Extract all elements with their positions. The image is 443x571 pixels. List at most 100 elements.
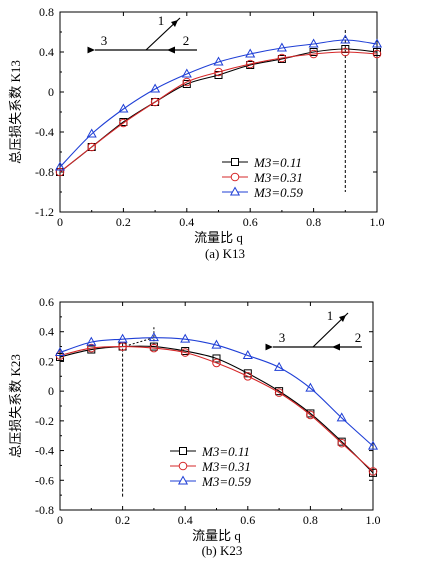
data-point-triangle [117, 333, 128, 343]
x-axis-label: 流量比 q [194, 230, 243, 245]
y-tick-label: 0.4 [39, 45, 54, 59]
data-point-triangle [150, 83, 161, 93]
data-point-circle [372, 49, 382, 59]
data-point-triangle [54, 346, 66, 357]
x-tick-label: 0.6 [240, 513, 255, 527]
data-point-circle [245, 59, 255, 69]
x-tick-label: 0.8 [303, 513, 318, 527]
data-point-triangle [305, 382, 316, 392]
y-tick-label: -0.8 [35, 165, 54, 179]
y-tick-label: 0.8 [39, 5, 54, 19]
y-tick-label: -1.2 [35, 205, 54, 219]
data-point-triangle [276, 42, 287, 52]
x-tick-label: 0 [57, 513, 63, 527]
data-point-circle [309, 49, 318, 59]
y-tick-label: 0.2 [39, 354, 54, 368]
data-point-triangle [86, 336, 97, 346]
y-axis-label: 总压损失系数 K13 [8, 60, 23, 164]
x-tick-label: 0.2 [116, 215, 131, 229]
data-point-triangle [367, 440, 379, 450]
legend-label: M3=0.59 [201, 474, 251, 489]
y-tick-label: -0.4 [35, 125, 54, 139]
data-point-circle [243, 371, 253, 381]
flow-arrow-2 [167, 46, 175, 54]
chart-caption: (a) K13 [205, 246, 245, 261]
data-point-triangle [308, 38, 319, 48]
series-line [59, 337, 374, 447]
data-point-triangle [181, 68, 192, 78]
reference-connector [128, 337, 155, 346]
inset-label-3: 3 [101, 33, 108, 48]
data-point-triangle [148, 332, 159, 342]
inset-label-1: 1 [327, 308, 334, 323]
chart-a: 0 0.2 0.4 0.6 0.8 1.0 -1.2 -0.8 -0.4 0 0.4 0.8 流量比 q… [8, 5, 385, 261]
legend-label: M3=0.59 [253, 185, 303, 200]
x-tick-label: 0.4 [179, 215, 194, 229]
x-tick-label: 1.0 [366, 513, 381, 527]
flow-arrow-1 [339, 315, 346, 322]
y-axis-label: 总压损失系数 K23 [8, 354, 23, 458]
data-point-circle [368, 467, 378, 476]
y-tick-label: -0.2 [35, 414, 54, 428]
data-point-triangle [336, 412, 347, 422]
data-point-triangle [118, 103, 129, 113]
data-point-circle [212, 358, 221, 368]
legend-marker-square [231, 158, 239, 166]
data-point-triangle [242, 349, 253, 359]
y-tick-label: 0 [48, 384, 54, 398]
y-tick-label: 0 [48, 85, 54, 99]
data-point-square [212, 354, 221, 363]
flow-arrow-2 [332, 343, 340, 351]
y-tick-label: 0.4 [39, 325, 54, 339]
x-tick-label: 1.0 [370, 215, 385, 229]
legend-marker-triangle [229, 186, 241, 196]
data-point-circle [180, 348, 190, 357]
x-tick-label: 0 [57, 215, 63, 229]
y-tick-label: -0.4 [35, 444, 54, 458]
data-point-circle [214, 67, 223, 77]
data-point-circle [182, 77, 192, 87]
data-point-triangle [245, 48, 256, 58]
data-point-circle [55, 167, 65, 177]
x-tick-label: 0.4 [178, 513, 193, 527]
flow-arrow-1 [171, 20, 178, 27]
data-point-triangle [371, 38, 383, 48]
x-tick-label: 0.8 [306, 215, 321, 229]
data-point-triangle [213, 56, 224, 66]
data-point-circle [87, 142, 96, 152]
inset-label-2: 2 [183, 33, 190, 48]
legend-label: M3=0.11 [253, 155, 302, 170]
legend-label: M3=0.31 [253, 170, 303, 185]
data-point-circle [119, 118, 128, 128]
x-axis-label: 流量比 q [192, 528, 241, 543]
data-point-circle [274, 388, 284, 397]
x-tick-label: 0.2 [115, 513, 130, 527]
series-line [59, 48, 378, 173]
data-point-circle [341, 47, 350, 57]
inset-diagram: 1 2 3 [87, 13, 197, 54]
inset-label-3: 3 [279, 330, 286, 345]
chart-b: 0 0.2 0.4 0.6 0.8 1.0 -0.8 -0.6 -0.4 -0.2 0 0.2 0.4 0… [8, 295, 381, 558]
legend-marker-circle [230, 172, 240, 182]
data-point-triangle [340, 34, 351, 44]
data-point-circle [149, 343, 159, 353]
data-point-triangle [274, 361, 285, 371]
data-point-triangle [180, 333, 191, 343]
series-line [59, 346, 374, 472]
series-line [59, 39, 378, 168]
y-tick-label: -0.6 [35, 473, 54, 487]
data-point-triangle [54, 161, 66, 171]
legend-marker-square [179, 447, 187, 455]
data-point-circle [150, 97, 160, 107]
legend-marker-circle [178, 461, 188, 471]
inset-diagram: 1 2 3 [265, 308, 362, 351]
legend-marker-triangle [177, 475, 189, 485]
inset-label-1: 1 [158, 13, 165, 28]
data-point-circle [277, 53, 287, 63]
legend-label: M3=0.31 [201, 459, 251, 474]
data-point-triangle [86, 128, 97, 138]
data-point-triangle [211, 339, 222, 349]
